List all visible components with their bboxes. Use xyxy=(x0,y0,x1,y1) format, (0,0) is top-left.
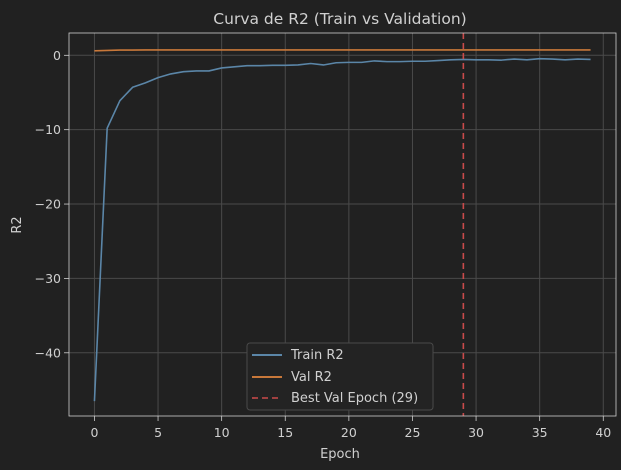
x-tick-label: 35 xyxy=(532,425,548,440)
x-tick-label: 40 xyxy=(595,425,611,440)
x-tick-label: 15 xyxy=(277,425,293,440)
y-tick-label: −30 xyxy=(35,271,61,286)
y-axis-label: R2 xyxy=(10,216,25,233)
val-r2-line xyxy=(94,49,591,52)
y-axis-ticks: 0 −10 −20 −30 −40 xyxy=(35,48,69,360)
y-tick-label: −20 xyxy=(35,197,61,212)
plot-frame xyxy=(68,32,617,417)
legend-frame xyxy=(246,342,434,411)
train-r2-line xyxy=(93,57,591,402)
x-tick-label: 0 xyxy=(90,425,98,440)
series-layer xyxy=(93,49,591,402)
legend-label-best-epoch: Best Val Epoch (29) xyxy=(291,391,418,406)
y-tick-label: −10 xyxy=(35,122,61,137)
y-tick-label: 0 xyxy=(53,48,61,63)
legend-label-val: Val R2 xyxy=(291,370,332,385)
x-tick-label: 25 xyxy=(405,425,421,440)
x-tick-label: 30 xyxy=(468,425,484,440)
y-tick-label: −40 xyxy=(35,345,61,360)
x-tick-label: 20 xyxy=(341,425,357,440)
x-tick-label: 10 xyxy=(214,425,230,440)
x-axis-ticks: 0 5 10 15 20 25 30 35 40 xyxy=(90,416,611,440)
chart-title: Curva de R2 (Train vs Validation) xyxy=(213,10,466,28)
legend-label-train: Train R2 xyxy=(290,348,344,363)
x-tick-label: 5 xyxy=(154,425,162,440)
x-axis-label: Epoch xyxy=(320,447,360,462)
legend: Train R2 Val R2 Best Val Epoch (29) xyxy=(246,342,434,411)
